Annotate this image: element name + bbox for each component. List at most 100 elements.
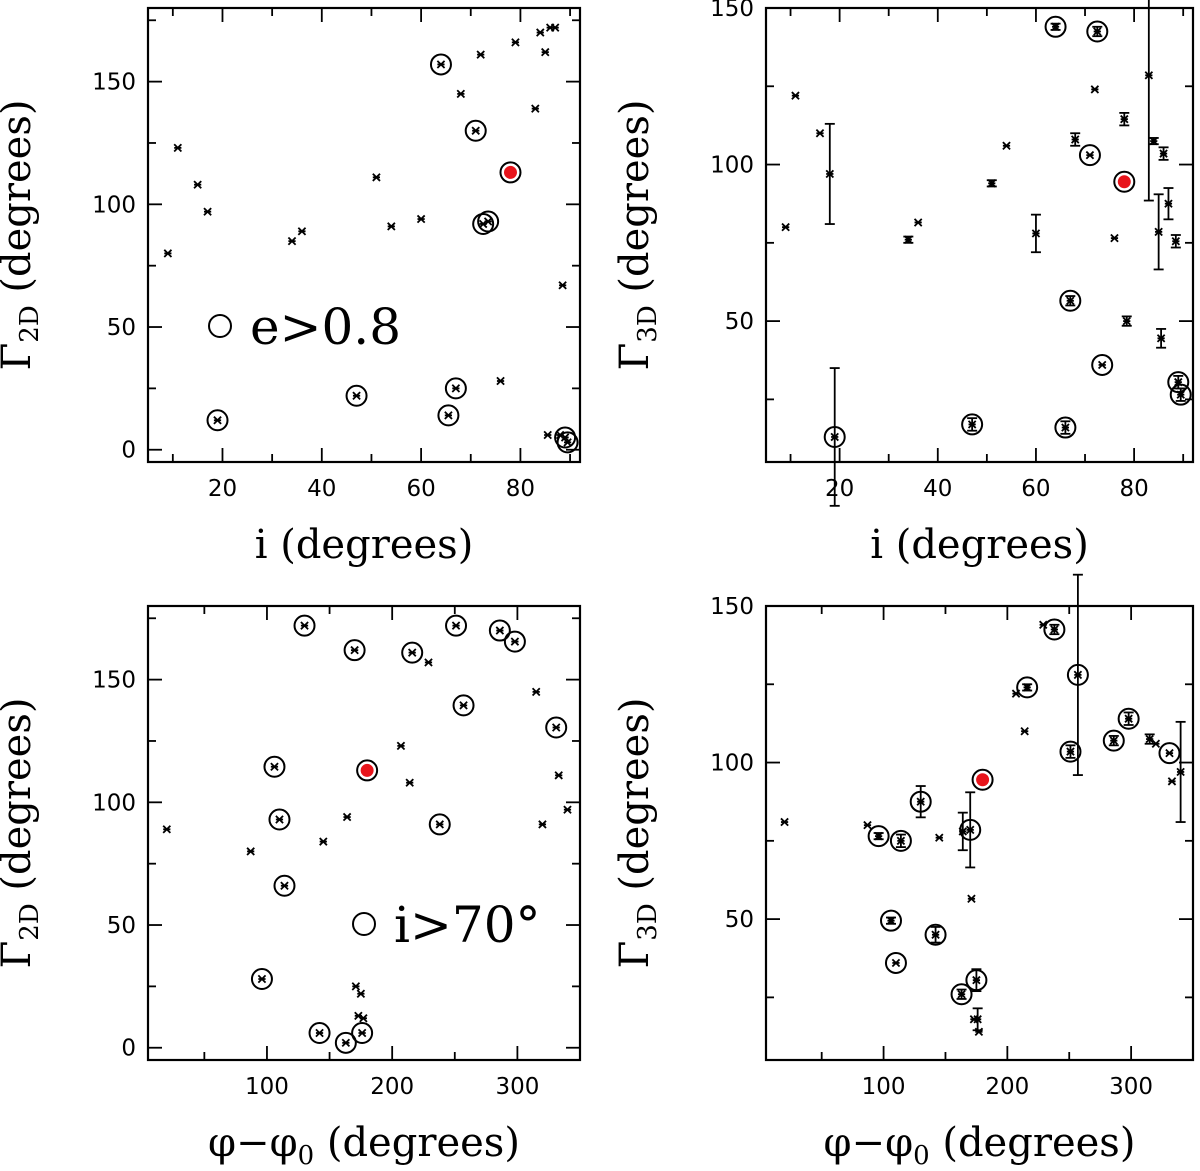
data-point <box>563 438 572 447</box>
data-point <box>496 376 505 386</box>
data-point <box>1120 114 1129 124</box>
data-point-ring <box>1059 740 1082 763</box>
data-point <box>536 28 545 37</box>
data-point <box>1073 670 1083 680</box>
y-tick-label: 0 <box>121 1036 136 1062</box>
x-tick-label: 40 <box>923 476 952 502</box>
data-point-ring <box>445 614 468 637</box>
x-tick-label: 100 <box>862 1074 906 1100</box>
data-point-ring <box>488 619 511 642</box>
data-point-ring <box>1117 707 1140 730</box>
y-axis-title-main: Γ <box>612 343 658 371</box>
data-point <box>203 207 212 216</box>
x-tick-label: 100 <box>245 1074 289 1100</box>
y-axis-title-unit: (degrees) <box>0 698 40 904</box>
data-point <box>1020 727 1029 736</box>
x-axis-title-main: φ−φ <box>208 1120 298 1166</box>
data-point <box>1031 229 1041 238</box>
y-tick-label: 50 <box>107 913 136 939</box>
data-point-ring <box>477 210 500 233</box>
data-point <box>531 104 540 113</box>
data-point-ring <box>884 951 907 974</box>
data-point <box>287 236 297 246</box>
data-point <box>531 687 541 697</box>
y-tick-label: 150 <box>92 70 136 96</box>
data-point-ring <box>429 53 452 76</box>
data-point <box>1124 714 1133 723</box>
data-point-ring <box>308 1022 331 1045</box>
data-point <box>1085 150 1095 160</box>
data-point-ring <box>867 825 890 848</box>
highlight-point <box>1117 175 1131 189</box>
x-axis-title: φ−φ0 (degrees) <box>824 1120 1136 1171</box>
y-axis-title-unit: (degrees) <box>0 100 40 306</box>
data-point <box>246 847 255 856</box>
data-point-ring <box>1044 15 1067 38</box>
data-point <box>315 1028 324 1038</box>
y-axis-title: Γ3D (degrees) <box>612 100 663 371</box>
data-point-ring <box>961 413 984 436</box>
data-point <box>1109 736 1119 745</box>
x-tick-label: 300 <box>495 1074 539 1100</box>
data-point <box>1066 296 1075 305</box>
x-tick-label: 80 <box>506 476 535 502</box>
y-axis-title-main: Γ <box>0 343 40 371</box>
data-point <box>407 648 417 657</box>
data-point <box>351 982 361 991</box>
data-point <box>275 815 284 824</box>
data-point-ring <box>1078 144 1101 167</box>
data-point <box>550 23 560 32</box>
data-point <box>270 762 279 771</box>
data-point <box>916 797 925 806</box>
data-point <box>931 930 940 939</box>
x-tick-label: 200 <box>370 1074 414 1100</box>
highlight-point-ring <box>971 768 994 791</box>
y-axis-title-unit: (degrees) <box>612 698 658 904</box>
data-point <box>1070 135 1080 144</box>
data-point <box>356 989 366 998</box>
data-point <box>456 89 466 99</box>
data-point <box>162 825 172 834</box>
data-point-ring <box>334 1031 357 1054</box>
x-axis-title-unit: (degrees) <box>930 1120 1136 1166</box>
y-axis-title-sub: 2D <box>15 305 45 342</box>
data-point <box>405 778 414 787</box>
data-point <box>173 143 183 153</box>
data-point-ring <box>250 968 273 991</box>
y-axis-title-main: Γ <box>612 941 658 969</box>
data-point <box>495 626 505 635</box>
legend-ring <box>208 314 232 338</box>
data-point-ring <box>554 426 577 449</box>
data-point <box>352 391 361 400</box>
data-point-ring <box>1091 353 1114 376</box>
x-tick-label: 200 <box>985 1074 1029 1100</box>
y-tick-label: 150 <box>710 594 754 620</box>
data-point <box>554 771 563 780</box>
data-point <box>967 420 977 429</box>
data-point-ring <box>1066 663 1089 686</box>
data-point-ring <box>965 969 988 992</box>
data-point <box>471 126 480 135</box>
data-point <box>483 217 493 226</box>
x-tick-label: 300 <box>1109 1074 1153 1100</box>
data-point <box>357 1028 367 1038</box>
plot-frame <box>764 604 1195 1062</box>
data-point <box>444 411 453 420</box>
y-tick-label: 100 <box>92 192 136 218</box>
data-point <box>459 701 468 710</box>
legend-label: e>0.8 <box>250 298 401 356</box>
data-point-ring <box>556 431 579 454</box>
y-axis-title: Γ3D (degrees) <box>612 698 663 969</box>
data-point <box>558 281 567 290</box>
data-point-ring <box>452 694 475 717</box>
data-point-ring <box>437 404 460 427</box>
data-point <box>510 637 520 646</box>
data-point <box>1156 334 1166 343</box>
data-point <box>560 433 570 442</box>
data-point <box>957 990 966 999</box>
data-point <box>791 91 800 100</box>
data-point <box>1159 149 1168 158</box>
data-point <box>1022 683 1032 692</box>
data-point <box>163 249 173 258</box>
